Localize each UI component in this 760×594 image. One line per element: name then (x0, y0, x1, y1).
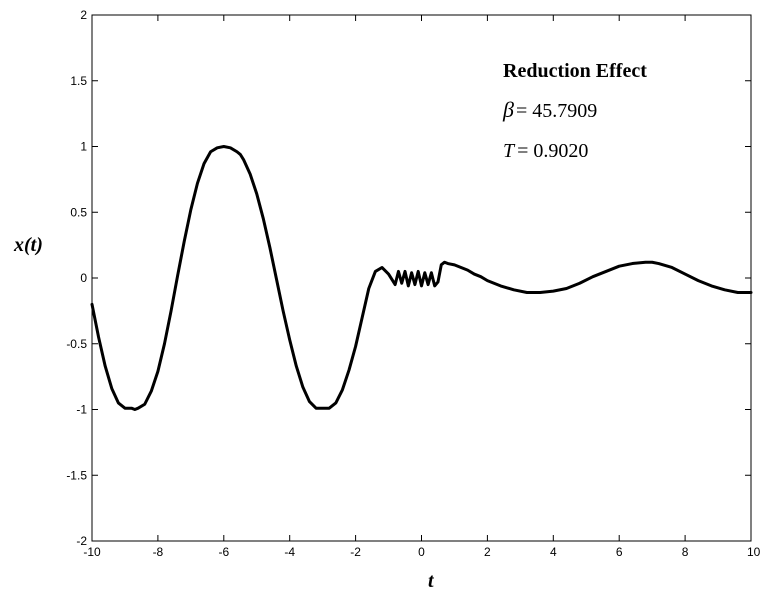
y-tick-label: -2 (76, 534, 87, 548)
x-tick-label: -4 (284, 545, 295, 559)
y-tick-label: 2 (80, 8, 87, 22)
annotation-period: T = 0.9020 (503, 140, 588, 162)
y-tick-labels: -2 -1.5 -1 -0.5 0 0.5 1 1.5 2 (66, 8, 87, 548)
y-tick-label: -0.5 (66, 337, 87, 351)
x-tick-label: -10 (83, 545, 101, 559)
y-tick-label: 1.5 (70, 74, 87, 88)
x-tick-label: -8 (153, 545, 164, 559)
y-axis-label: x(t) (13, 234, 43, 256)
y-tick-label: -1.5 (66, 468, 87, 482)
tick-marks (91, 14, 752, 542)
x-tick-label: 0 (418, 545, 425, 559)
y-tick-label: 0.5 (70, 205, 87, 219)
x-tick-labels: -10 -8 -6 -4 -2 0 2 4 6 8 10 (83, 545, 760, 559)
beta-symbol: β (502, 97, 514, 122)
annotation-title: Reduction Effect (503, 60, 647, 82)
x-tick-label: 4 (550, 545, 557, 559)
x-tick-label: 6 (616, 545, 623, 559)
period-value: = 0.9020 (517, 140, 588, 162)
x-axis-label: t (428, 570, 435, 592)
series-line (90, 145, 753, 411)
beta-value: = 45.7909 (516, 100, 597, 122)
y-tick-label: 1 (80, 140, 87, 154)
annotation-beta: β = 45.7909 (502, 97, 597, 122)
x-tick-label: 8 (682, 545, 689, 559)
x-tick-label: 2 (484, 545, 491, 559)
x-tick-label: 10 (747, 545, 760, 559)
y-tick-label: -1 (76, 403, 87, 417)
x-tick-label: -6 (218, 545, 229, 559)
period-symbol: T (503, 140, 516, 162)
plot-frame (91, 14, 752, 542)
x-tick-label: -2 (350, 545, 361, 559)
y-tick-label: 0 (80, 271, 87, 285)
